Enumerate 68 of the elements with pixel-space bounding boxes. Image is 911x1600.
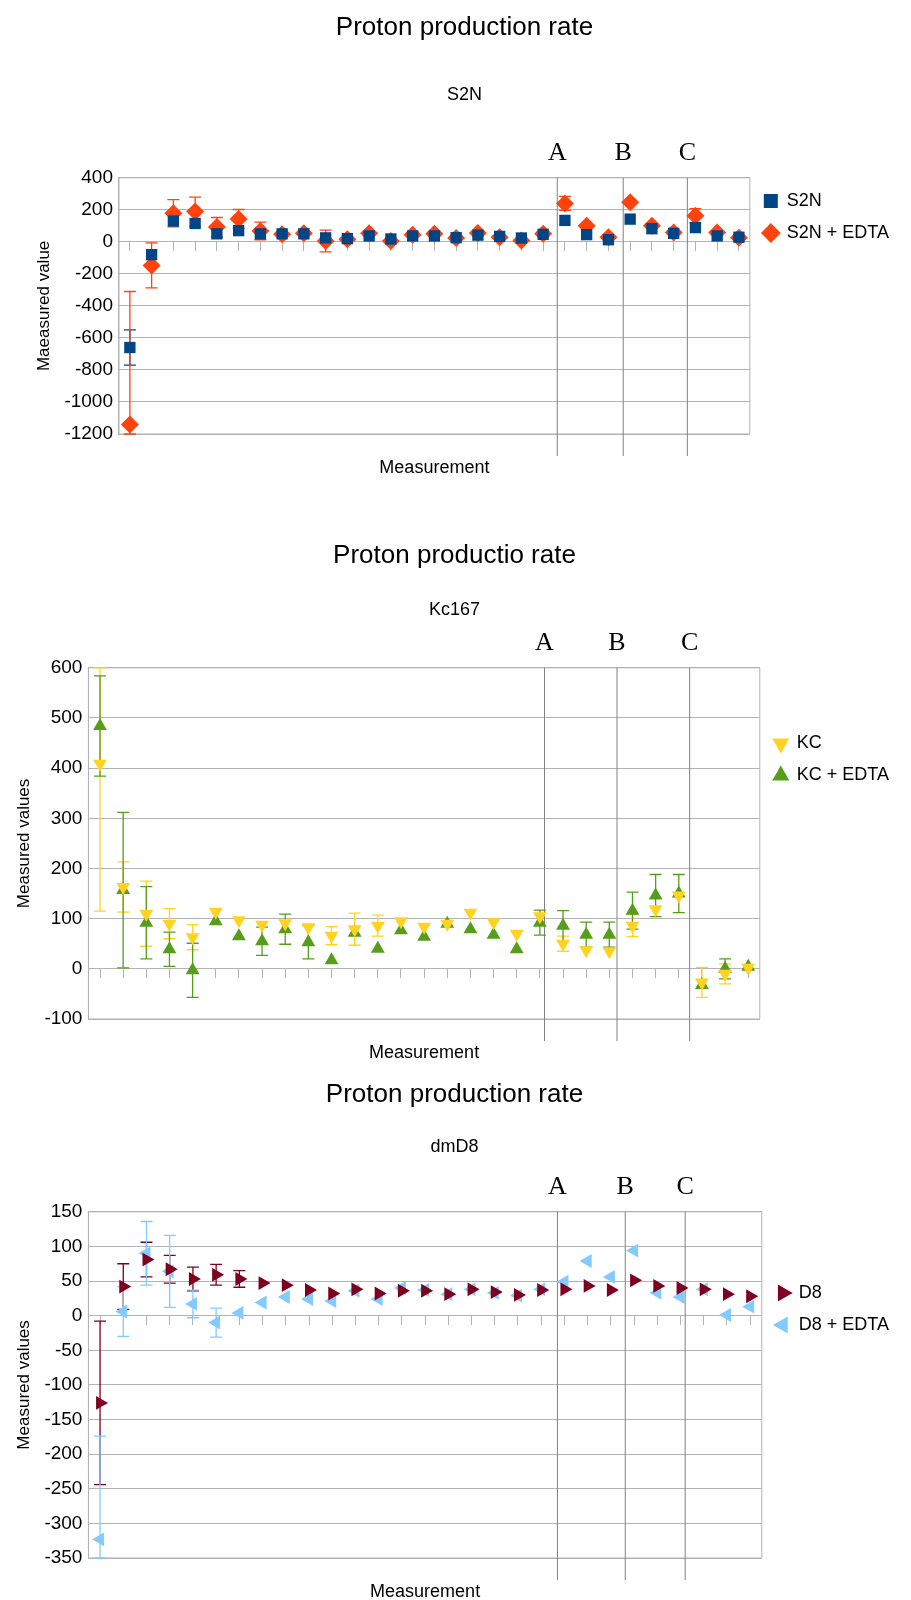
- y-tick-label: -100: [44, 1007, 83, 1029]
- chart-subtitle: dmD8: [430, 1135, 479, 1156]
- y-tick-label: 100: [50, 1234, 83, 1256]
- chart-title: Proton production rate: [335, 10, 594, 41]
- y-tick-label: 0: [71, 1303, 83, 1325]
- chart-title: Proton productio rate: [333, 538, 576, 569]
- y-tick-label: -350: [44, 1546, 83, 1568]
- y-tick-label: -150: [44, 1407, 83, 1429]
- text: B: [616, 1170, 634, 1200]
- y-tick-label: -1000: [64, 390, 113, 412]
- point: [254, 228, 267, 240]
- legend-label: KC + EDTA: [796, 764, 890, 785]
- y-tick-label: 100: [50, 906, 83, 928]
- point: [145, 249, 158, 261]
- legend-label: D8 + EDTA: [798, 1313, 890, 1334]
- y-tick-label: 400: [81, 166, 113, 188]
- x-axis-title: Measurement: [370, 1580, 481, 1600]
- y-tick-label: -200: [44, 1442, 83, 1464]
- y-tick-label: 300: [50, 806, 83, 828]
- y-tick-label: 200: [81, 198, 113, 220]
- y-tick-label: 600: [50, 656, 83, 678]
- y-tick-label: -100: [44, 1373, 83, 1395]
- point: [689, 221, 702, 234]
- point: [559, 214, 571, 227]
- y-tick-label: -200: [74, 262, 113, 284]
- x-axis-title: Measurement: [379, 456, 490, 477]
- text: C: [676, 1170, 694, 1200]
- y-tick-label: 500: [50, 706, 83, 728]
- text: A: [535, 626, 555, 656]
- chart-subtitle: S2N: [446, 83, 483, 104]
- text: A: [547, 136, 567, 166]
- chart-subtitle: Kc167: [428, 598, 481, 619]
- text: C: [678, 136, 697, 166]
- y-tick-label: 50: [61, 1269, 83, 1291]
- y-axis-title: Measured values: [13, 778, 33, 909]
- point: [189, 217, 201, 230]
- text: C: [680, 626, 699, 656]
- legend-label: KC: [796, 732, 822, 753]
- y-axis-title: Maeasured value: [33, 240, 53, 372]
- point: [621, 193, 640, 212]
- point: [124, 341, 136, 354]
- y-tick-label: -300: [44, 1511, 83, 1533]
- legend-label: S2N: [786, 189, 822, 210]
- y-axis-title: Measured values: [13, 1320, 33, 1450]
- y-tick-label: -800: [74, 358, 113, 380]
- text: A: [548, 1170, 568, 1200]
- chart-title: Proton production rate: [325, 1077, 584, 1108]
- y-tick-label: 0: [71, 957, 83, 979]
- legend-label: S2N + EDTA: [786, 221, 889, 242]
- point: [211, 228, 223, 240]
- x-axis-title: Measurement: [369, 1041, 480, 1062]
- y-tick-label: 400: [50, 756, 83, 778]
- text: B: [608, 626, 626, 656]
- y-tick-label: -1200: [64, 422, 113, 444]
- y-tick-label: -600: [74, 326, 113, 348]
- point: [167, 215, 180, 227]
- point: [624, 213, 636, 225]
- legend-label: D8: [798, 1281, 822, 1302]
- y-tick-label: 0: [102, 230, 113, 252]
- y-tick-label: 200: [50, 856, 83, 878]
- y-tick-label: -400: [74, 294, 113, 316]
- point: [232, 224, 245, 237]
- y-tick-label: 150: [50, 1200, 83, 1222]
- point: [581, 228, 593, 241]
- y-tick-label: -250: [44, 1476, 83, 1498]
- y-tick-label: -50: [54, 1338, 83, 1360]
- point: [120, 415, 139, 434]
- text: B: [614, 136, 632, 166]
